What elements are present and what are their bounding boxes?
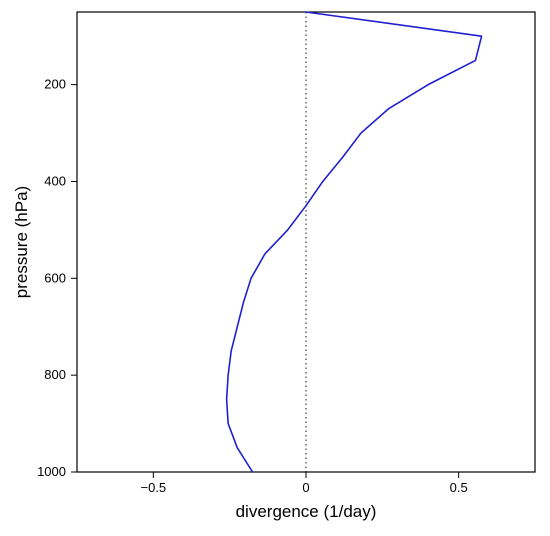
y-tick-label: 400 bbox=[44, 173, 66, 188]
y-tick-label: 1000 bbox=[37, 464, 66, 479]
chart-bg bbox=[0, 0, 550, 536]
x-tick-label: 0 bbox=[302, 480, 309, 495]
y-tick-label: 200 bbox=[44, 77, 66, 92]
chart-container: −0.5 0 0.5 200 400 600 800 1000 divergence (1/da… bbox=[0, 0, 550, 536]
x-tick-label: −0.5 bbox=[140, 480, 166, 495]
y-tick-label: 800 bbox=[44, 367, 66, 382]
y-axis-label: pressure (hPa) bbox=[12, 186, 31, 298]
x-tick-label: 0.5 bbox=[450, 480, 468, 495]
x-axis-label: divergence (1/day) bbox=[236, 502, 377, 521]
divergence-chart: −0.5 0 0.5 200 400 600 800 1000 divergence (1/da… bbox=[0, 0, 550, 536]
y-tick-label: 600 bbox=[44, 270, 66, 285]
